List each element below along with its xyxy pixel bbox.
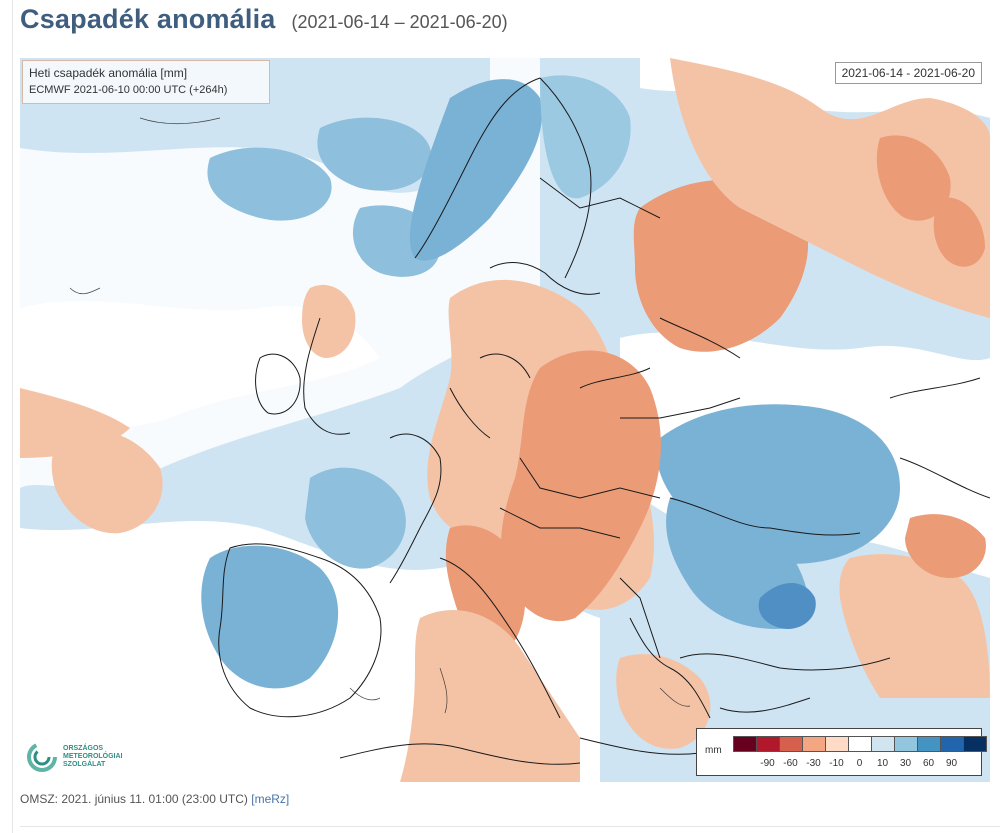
legend-tick-label: -10 <box>829 758 844 769</box>
legend-tick-label: 10 <box>876 758 889 769</box>
legend-ticks: -90 -60 -30 -10 0 10 30 60 90 <box>733 758 990 772</box>
map-period-label: 2021-06-14 - 2021-06-20 <box>834 62 982 84</box>
legend-tick-label: -60 <box>783 758 798 769</box>
legend-unit: mm <box>705 745 722 756</box>
color-legend: mm -90 -60 -30 -10 0 10 30 60 90 <box>696 728 987 776</box>
legend-swatch <box>756 736 780 752</box>
legend-tick-label: 30 <box>899 758 912 769</box>
legend-swatch <box>917 736 941 752</box>
legend-swatch <box>825 736 849 752</box>
legend-tick-label: -90 <box>760 758 775 769</box>
legend-swatch <box>802 736 826 752</box>
anomaly-map[interactable]: Heti csapadék anomália [mm] ECMWF 2021-0… <box>20 58 990 782</box>
map-info-title: Heti csapadék anomália [mm] <box>29 66 188 80</box>
logo-line-1: ORSZÁGOS <box>63 745 104 752</box>
legend-tick-label: 90 <box>945 758 958 769</box>
legend-swatch <box>779 736 803 752</box>
omsz-logo-icon <box>26 741 58 773</box>
legend-tick-label: -30 <box>806 758 821 769</box>
legend-swatch <box>848 736 872 752</box>
footer-text: OMSZ: 2021. június 11. 01:00 (23:00 UTC)… <box>20 792 289 806</box>
legend-swatch <box>940 736 964 752</box>
omsz-logo-text: ORSZÁGOS METEOROLÓGIAI SZOLGÁLAT <box>63 745 123 769</box>
legend-swatch <box>733 736 757 752</box>
map-canvas <box>20 58 990 782</box>
legend-tick-label: 60 <box>922 758 935 769</box>
omsz-logo: ORSZÁGOS METEOROLÓGIAI SZOLGÁLAT <box>26 736 144 778</box>
map-info-model: ECMWF 2021-06-10 00:00 UTC (+264h) <box>29 84 228 96</box>
legend-swatch <box>871 736 895 752</box>
legend-swatch <box>963 736 987 752</box>
logo-line-2: METEOROLÓGIAI <box>63 753 123 760</box>
map-info-box: Heti csapadék anomália [mm] ECMWF 2021-0… <box>22 60 270 104</box>
footer-tag[interactable]: [meRz] <box>251 792 290 806</box>
legend-tick-label: 0 <box>856 758 863 769</box>
legend-swatches <box>733 736 987 752</box>
left-border-line <box>12 0 13 833</box>
legend-swatch <box>894 736 918 752</box>
footer-timestamp: OMSZ: 2021. június 11. 01:00 (23:00 UTC) <box>20 792 248 806</box>
page-header: Csapadék anomália (2021-06-14 – 2021-06-… <box>20 4 508 44</box>
bottom-divider <box>20 826 1000 827</box>
page-title: Csapadék anomália <box>20 4 276 34</box>
date-range: (2021-06-14 – 2021-06-20) <box>291 12 508 32</box>
logo-line-3: SZOLGÁLAT <box>63 761 106 768</box>
